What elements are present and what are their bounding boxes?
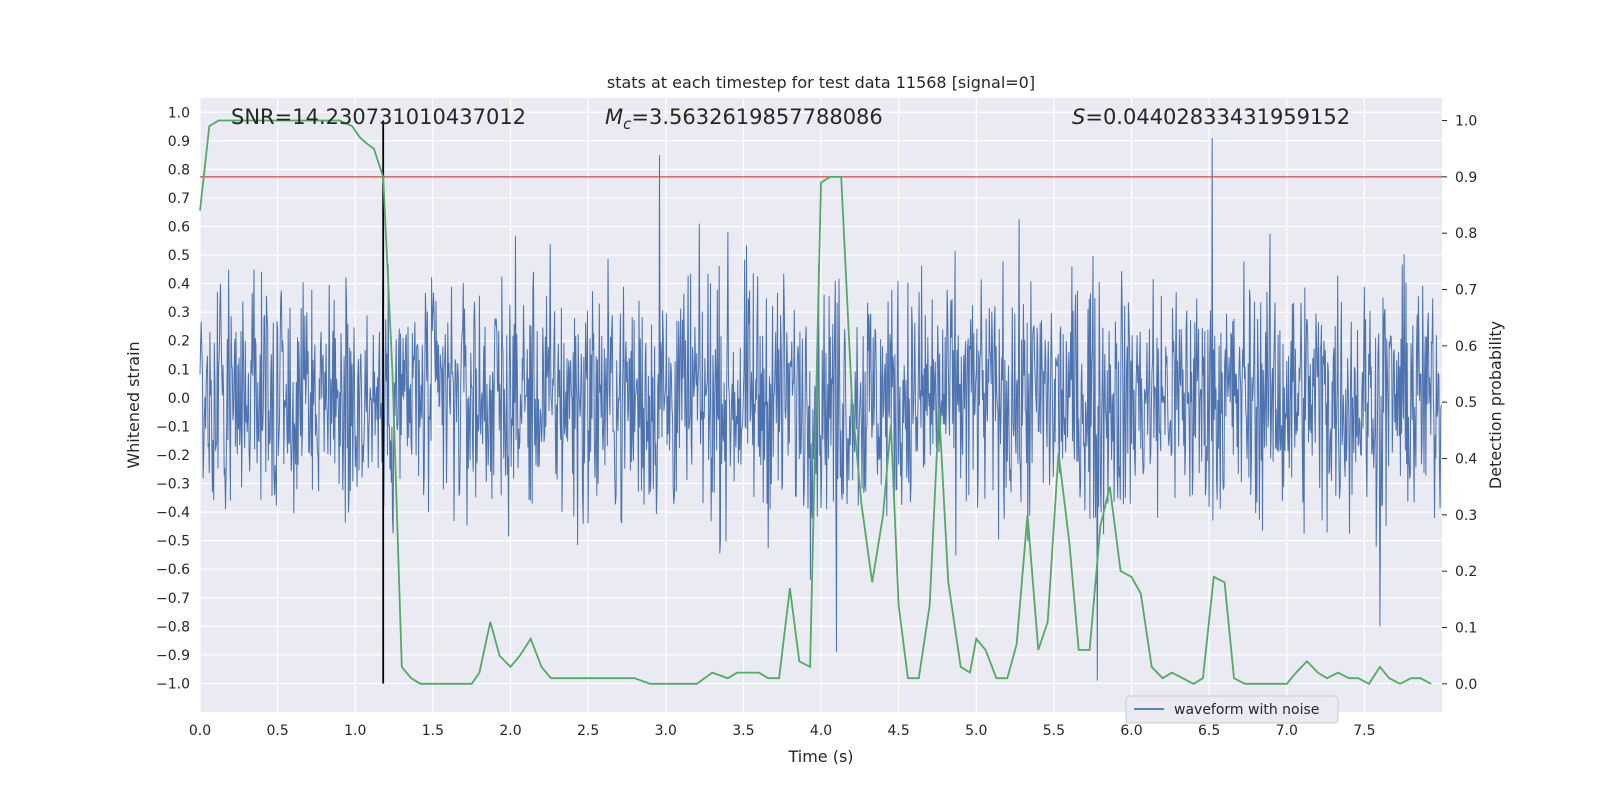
s-annotation: S=0.04402833431959152	[1072, 105, 1350, 129]
x-tick-label: 7.0	[1276, 723, 1298, 739]
y2-tick-label: 0.3	[1455, 508, 1477, 524]
y-tick-label: 0.8	[168, 162, 190, 178]
y-tick-label: −0.1	[156, 419, 190, 435]
y2-tick-label: 1.0	[1455, 114, 1477, 130]
y2-tick-label: 0.0	[1455, 677, 1477, 693]
y-tick-label: −0.7	[156, 591, 190, 607]
y-tick-label: −0.4	[156, 505, 190, 521]
x-tick-label: 0.0	[189, 723, 211, 739]
y-tick-labels: 1.0 0.9 0.8 0.7 0.6 0.5 0.4 0.3 0.2 0.1 0.0 −0.1 −0.…	[156, 105, 190, 692]
y-tick-label: 0.6	[168, 220, 190, 236]
x-tick-label: 7.5	[1353, 723, 1375, 739]
y-tick-label: 0.3	[168, 305, 190, 321]
chirp-mass-symbol: M	[605, 105, 623, 129]
y2-tick-labels: 1.0 0.9 0.8 0.7 0.6 0.5 0.4 0.3 0.2 0.1 0.0	[1442, 114, 1477, 693]
y-tick-label: 0.7	[168, 191, 190, 207]
x-tick-label: 6.5	[1198, 723, 1220, 739]
y2-tick-label: 0.1	[1455, 621, 1477, 637]
y-tick-label: −0.6	[156, 562, 190, 578]
x-tick-label: 4.0	[810, 723, 832, 739]
y2-tick-label: 0.6	[1455, 339, 1477, 355]
s-symbol: S	[1072, 105, 1085, 129]
chirp-mass-value: =3.5632619857788086	[631, 105, 882, 129]
x-tick-label: 5.0	[965, 723, 987, 739]
y-tick-label: −0.3	[156, 477, 190, 493]
y2-tick-label: 0.4	[1455, 452, 1477, 468]
x-tick-label: 1.5	[422, 723, 444, 739]
legend-label: waveform with noise	[1174, 702, 1319, 718]
y2-tick-label: 0.5	[1455, 395, 1477, 411]
chirp-mass-subscript: c	[623, 115, 632, 133]
y-tick-label: 0.0	[168, 391, 190, 407]
y-tick-label: −0.2	[156, 448, 190, 464]
y-tick-label: 0.5	[168, 248, 190, 264]
y-tick-label: −0.5	[156, 534, 190, 550]
y2-axis-label: Detection probability	[1486, 321, 1505, 489]
y2-tick-label: 0.2	[1455, 564, 1477, 580]
chart-title: stats at each timestep for test data 115…	[607, 73, 1035, 92]
y2-tick-label: 0.9	[1455, 170, 1477, 186]
y-tick-label: −0.9	[156, 648, 190, 664]
y-axis-label: Whitened strain	[124, 341, 143, 468]
x-tick-label: 2.0	[499, 723, 521, 739]
x-tick-labels: 0.0 0.5 1.0 1.5 2.0 2.5 3.0 3.5 4.0 4.5 5.0 5.5 6.0 6…	[189, 723, 1376, 739]
y-tick-label: 1.0	[168, 105, 190, 121]
probability-series	[199, 119, 1432, 685]
y-tick-label: 0.1	[168, 362, 190, 378]
y-tick-label: 0.2	[168, 334, 190, 350]
x-axis-label: Time (s)	[787, 747, 853, 766]
waveform-series	[199, 137, 1442, 681]
x-tick-label: 3.0	[655, 723, 677, 739]
x-tick-label: 0.5	[266, 723, 288, 739]
y-tick-label: 0.4	[168, 277, 190, 293]
x-tick-label: 4.5	[887, 723, 909, 739]
x-tick-label: 2.5	[577, 723, 599, 739]
chirp-mass-annotation: Mc=3.5632619857788086	[605, 105, 883, 133]
x-tick-label: 6.0	[1120, 723, 1142, 739]
x-tick-label: 3.5	[732, 723, 754, 739]
legend-box	[1125, 695, 1339, 724]
y2-tick-label: 0.7	[1455, 283, 1477, 299]
x-tick-label: 1.0	[344, 723, 366, 739]
legend: waveform with noise	[1125, 695, 1339, 724]
y-tick-label: −1.0	[156, 676, 190, 692]
y2-tick-label: 0.8	[1455, 226, 1477, 242]
s-value: =0.04402833431959152	[1085, 105, 1350, 129]
snr-annotation: SNR=14.230731010437012	[231, 105, 526, 129]
x-tick-label: 5.5	[1043, 723, 1065, 739]
y-tick-label: 0.9	[168, 134, 190, 150]
y-tick-label: −0.8	[156, 619, 190, 635]
